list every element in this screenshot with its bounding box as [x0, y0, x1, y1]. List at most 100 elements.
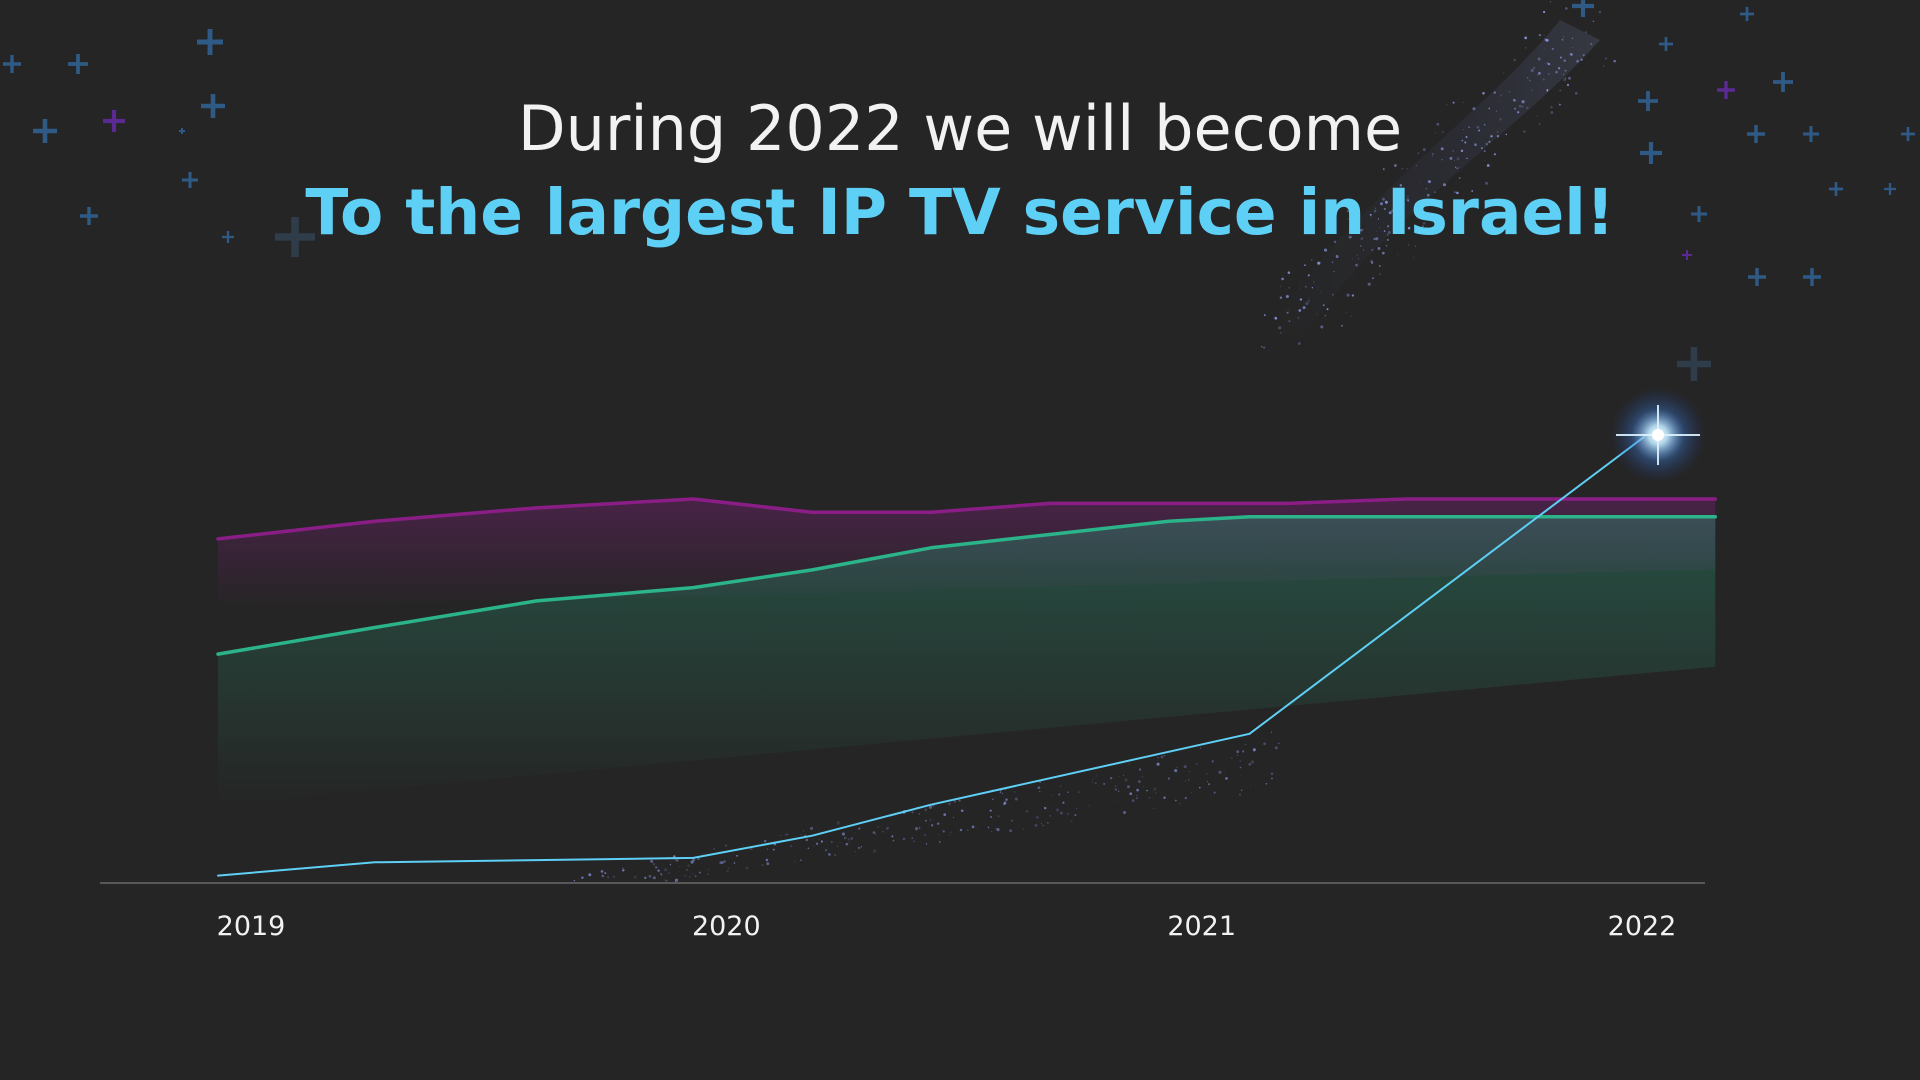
dust-particle	[1005, 798, 1008, 801]
plus-decoration	[103, 110, 125, 132]
dust-particle	[1371, 248, 1374, 251]
dust-particle	[581, 876, 584, 879]
dust-particle	[1183, 765, 1187, 769]
dust-particle	[1302, 306, 1306, 310]
x-tick-label-2020: 2020	[692, 911, 761, 942]
dust-particle	[1324, 314, 1326, 317]
dust-particle	[1113, 800, 1115, 803]
dust-particle	[785, 833, 788, 836]
dust-particle	[1240, 789, 1243, 791]
dust-particle	[1259, 753, 1261, 754]
dust-particle	[925, 834, 927, 836]
dust-particle	[1613, 59, 1616, 63]
dust-particle	[805, 838, 809, 842]
dust-particle	[1456, 157, 1460, 161]
dust-particle	[780, 834, 781, 836]
dust-particle	[1127, 785, 1130, 789]
dust-particle	[1195, 762, 1198, 766]
dust-particle	[841, 832, 845, 836]
dust-particle	[1603, 65, 1605, 67]
dust-particle	[928, 805, 933, 809]
dust-particle	[996, 828, 1000, 832]
dust-particle	[1425, 187, 1428, 190]
dust-particle	[1280, 332, 1282, 334]
dust-particle	[1543, 47, 1545, 50]
dust-particle	[766, 848, 769, 850]
dust-particle	[674, 880, 677, 883]
dust-particle	[1563, 36, 1565, 38]
dust-particle	[911, 811, 914, 814]
dust-particle	[1452, 150, 1455, 152]
dust-particle	[766, 862, 770, 866]
dust-particle	[1109, 776, 1113, 780]
dust-particle	[1305, 286, 1307, 288]
dust-particle	[1375, 237, 1379, 241]
dust-particle	[761, 864, 764, 866]
dust-particle	[992, 798, 994, 801]
dust-particle	[1279, 296, 1283, 299]
dust-particle	[648, 874, 652, 878]
plus-decoration	[1901, 127, 1915, 141]
dust-particle	[800, 859, 802, 861]
dust-particle	[670, 861, 672, 863]
dust-particle	[691, 873, 693, 875]
dust-particle	[1288, 286, 1291, 289]
dust-particle	[664, 868, 668, 872]
dust-particle	[669, 863, 672, 866]
dust-particle	[1316, 314, 1318, 315]
dust-particle	[653, 876, 656, 880]
dust-particle	[1488, 107, 1491, 110]
dust-particle	[1138, 780, 1141, 783]
dust-particle	[1382, 197, 1385, 201]
dust-particle	[1532, 66, 1536, 70]
dust-particle	[1114, 785, 1117, 788]
dust-particle	[1406, 197, 1410, 201]
dust-particle	[1555, 70, 1558, 74]
dust-particle	[1014, 797, 1018, 801]
dust-particle	[1146, 789, 1148, 792]
dust-particle	[1095, 782, 1097, 784]
dust-particle	[1548, 73, 1550, 75]
dust-particle	[1559, 56, 1562, 59]
dust-particle	[873, 849, 877, 853]
dust-particle	[1397, 224, 1400, 227]
dust-particle	[1547, 62, 1551, 66]
dust-particle	[772, 848, 775, 851]
dust-particle	[1230, 757, 1233, 760]
dust-particle	[764, 839, 767, 843]
dust-particle	[1355, 263, 1358, 267]
dust-particle	[1288, 309, 1289, 311]
dust-particle	[1067, 791, 1069, 793]
dust-particle	[685, 868, 689, 872]
dust-particle	[1391, 209, 1394, 212]
dust-particle	[918, 813, 920, 815]
dust-particle	[1055, 808, 1060, 812]
dust-particle	[1059, 785, 1062, 787]
dust-particle	[1566, 83, 1570, 87]
dust-particle	[633, 875, 637, 879]
dust-particle	[1513, 58, 1517, 62]
dust-particle	[1418, 215, 1420, 217]
dust-particle	[1550, 1, 1552, 3]
dust-particle	[1415, 212, 1419, 216]
dust-particle	[1179, 803, 1181, 805]
dust-particle	[1536, 115, 1538, 117]
dust-particle	[1175, 799, 1177, 802]
dust-particle	[1496, 134, 1500, 138]
dust-particle	[1074, 814, 1077, 817]
plus-decoration	[1640, 142, 1662, 164]
dust-particle	[991, 830, 993, 832]
dust-particle	[1471, 190, 1474, 192]
dust-particle	[1459, 166, 1461, 168]
dust-particle	[1380, 202, 1383, 206]
dust-particle	[1239, 766, 1242, 769]
dust-particle	[1025, 810, 1029, 813]
dust-particle	[1462, 102, 1464, 104]
dust-particle	[1250, 760, 1254, 764]
dust-particle	[1265, 783, 1268, 785]
dust-particle	[1198, 786, 1201, 789]
plus-decoration	[201, 94, 225, 118]
sparkle-core	[1652, 429, 1664, 441]
dust-particle	[1521, 100, 1525, 104]
